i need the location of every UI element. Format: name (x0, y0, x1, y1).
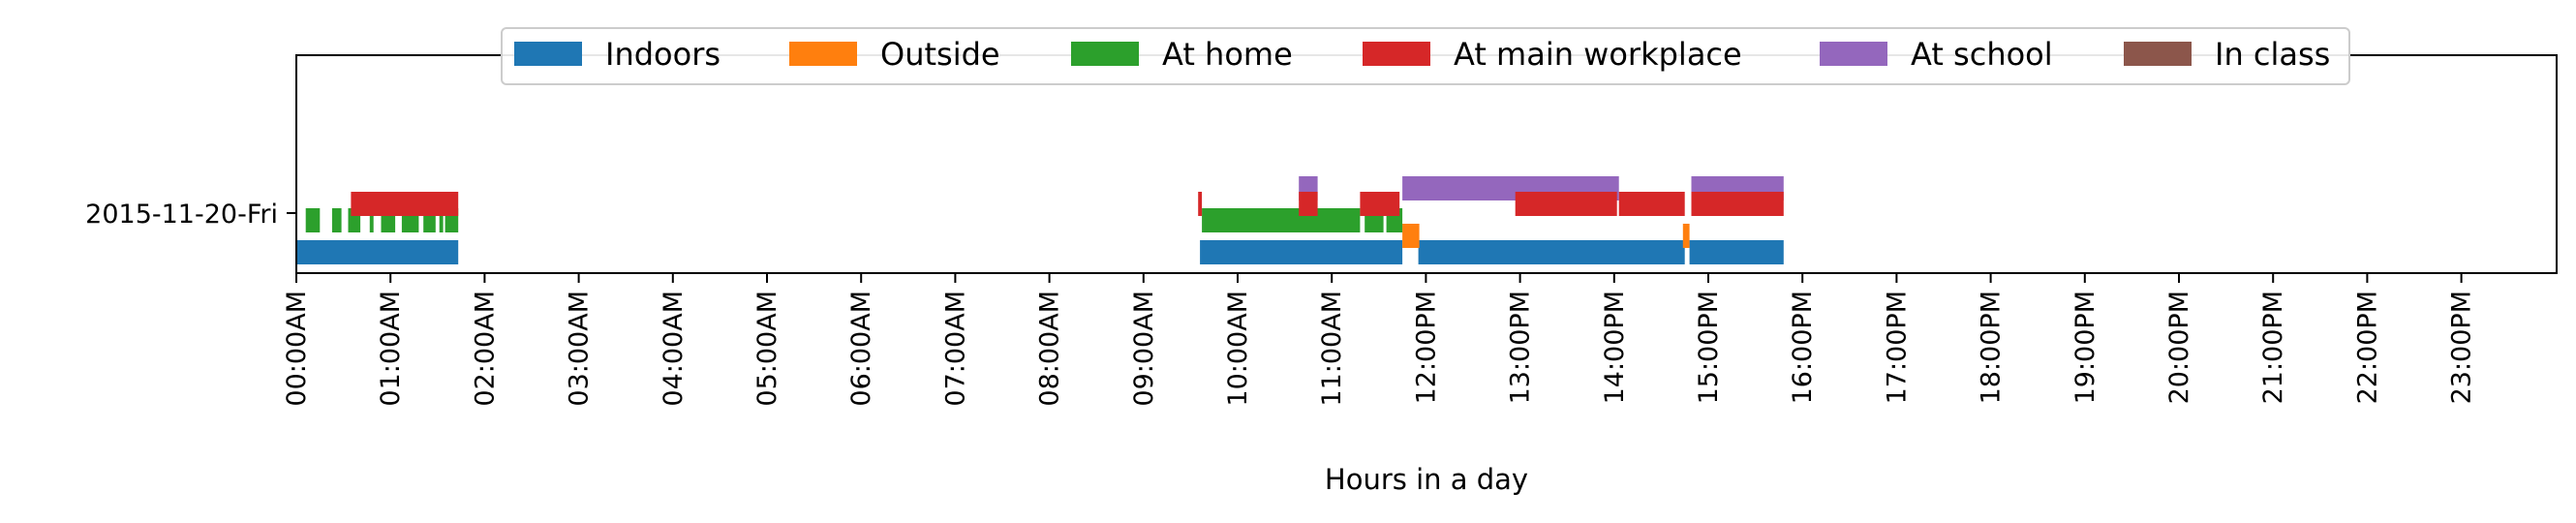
bar-at-main-workplace-3 (1360, 192, 1400, 216)
bar-at-home-0 (305, 208, 321, 232)
legend-label-in-class: In class (2215, 36, 2330, 73)
legend-swatch-in-class (2124, 42, 2192, 66)
legend-swatch-indoors (514, 42, 582, 66)
legend-label-outside: Outside (880, 36, 1000, 73)
bar-at-main-workplace-0 (351, 192, 459, 216)
x-tick-label: 20:00PM (2164, 291, 2194, 404)
x-tick-label: 21:00PM (2258, 291, 2288, 404)
x-axis-label: Hours in a day (1325, 463, 1528, 496)
x-tick-label: 01:00AM (376, 291, 406, 407)
x-tick-label: 18:00PM (1977, 291, 2007, 404)
x-tick-label: 13:00PM (1506, 291, 1536, 404)
bar-at-home-9 (1202, 208, 1361, 232)
bar-outside-0 (1402, 224, 1420, 248)
legend-label-at-home: At home (1162, 36, 1293, 73)
legend-label-indoors: Indoors (605, 36, 721, 73)
x-tick-label: 23:00PM (2447, 291, 2477, 404)
x-tick-label: 08:00AM (1035, 291, 1065, 407)
bar-at-main-workplace-2 (1299, 192, 1318, 216)
bar-indoors-1 (1200, 240, 1403, 264)
activity-bars (296, 176, 1784, 264)
legend-swatch-at-school (1820, 42, 1887, 66)
legend-swatch-outside (789, 42, 857, 66)
x-tick-label: 14:00PM (1600, 291, 1630, 404)
x-tick-label: 09:00AM (1129, 291, 1159, 407)
x-tick-label: 19:00PM (2070, 291, 2101, 404)
legend-swatch-at-home (1071, 42, 1139, 66)
x-tick-label: 10:00AM (1223, 291, 1253, 407)
legend-label-at-school: At school (1911, 36, 2053, 73)
bar-at-home-1 (331, 208, 342, 232)
x-tick-label: 17:00PM (1882, 291, 1912, 404)
bar-indoors-3 (1689, 240, 1784, 264)
bar-at-home-3 (369, 208, 374, 232)
bar-at-main-workplace-4 (1515, 192, 1617, 216)
bar-at-home-7 (439, 208, 444, 232)
x-tick-label: 16:00PM (1788, 291, 1818, 404)
bar-at-main-workplace-6 (1691, 192, 1784, 216)
legend-swatch-at-main-workplace (1363, 42, 1430, 66)
x-axis-ticks: 00:00AM 01:00AM 02:00AM 03:00AM 04:00AM 05:00… (282, 273, 2477, 407)
bar-indoors-2 (1418, 240, 1685, 264)
x-tick-label: 04:00AM (659, 291, 689, 407)
y-tick-label: 2015-11-20-Fri (85, 200, 278, 230)
x-tick-label: 07:00AM (940, 291, 970, 407)
bar-at-main-workplace-5 (1618, 192, 1685, 216)
x-tick-label: 22:00PM (2352, 291, 2382, 404)
legend-label-at-main-workplace: At main workplace (1454, 36, 1742, 73)
bar-outside-1 (1682, 224, 1690, 248)
bar-at-main-workplace-1 (1198, 192, 1203, 216)
x-tick-label: 15:00PM (1694, 291, 1724, 404)
x-tick-label: 00:00AM (282, 291, 312, 407)
x-tick-label: 05:00AM (752, 291, 782, 407)
bar-indoors-0 (296, 240, 459, 264)
x-tick-label: 11:00AM (1317, 291, 1347, 407)
x-tick-label: 12:00PM (1411, 291, 1441, 404)
legend: Indoors Outside At home At main workplace At… (501, 27, 2350, 85)
x-tick-label: 06:00AM (846, 291, 876, 407)
x-tick-label: 03:00AM (565, 291, 595, 407)
x-tick-label: 02:00AM (470, 291, 500, 407)
y-axis-ticks: 2015-11-20-Fri (85, 200, 296, 230)
